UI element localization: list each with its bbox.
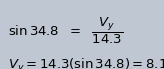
Text: $V_{y} = 14.3(\sin 34.8) = 8.16$: $V_{y} = 14.3(\sin 34.8) = 8.16$ — [8, 57, 164, 69]
Text: $\sin 34.8\ \ =\ \ \dfrac{V_{y}}{14.3}$: $\sin 34.8\ \ =\ \ \dfrac{V_{y}}{14.3}$ — [8, 15, 123, 45]
